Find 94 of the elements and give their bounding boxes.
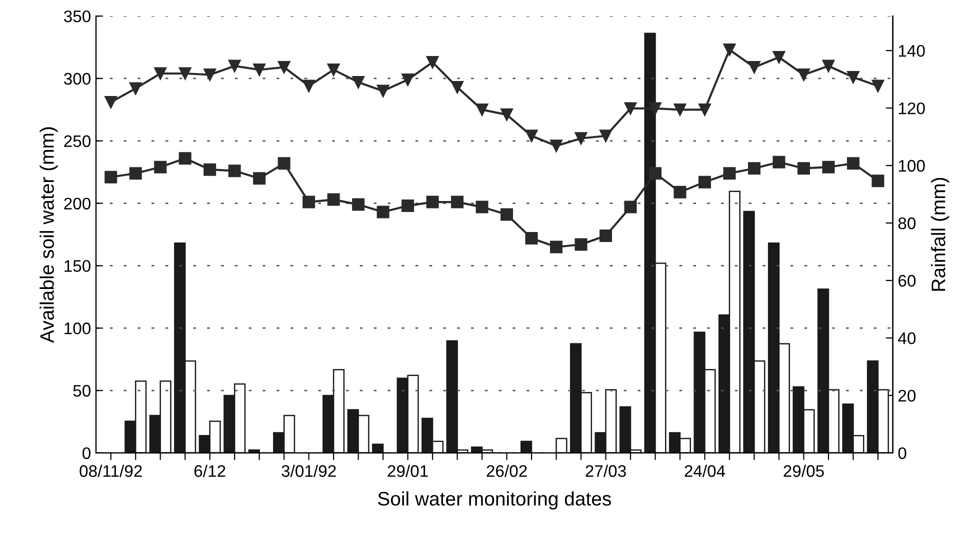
point [402, 200, 414, 212]
y2-tick-label: 60 [898, 274, 916, 287]
point [648, 167, 662, 180]
point [822, 60, 835, 72]
x-tick-label: 08/11/92 [80, 464, 142, 477]
y-tick-label: 100 [64, 322, 90, 334]
point [104, 96, 118, 108]
y-tick-label: 50 [73, 384, 90, 397]
point [872, 174, 884, 188]
point [797, 68, 810, 81]
x-tick-label: 6/12 [194, 464, 226, 477]
point [748, 61, 760, 74]
point [253, 172, 266, 185]
point [574, 238, 588, 251]
x-tick-label: 3/01/92 [282, 464, 336, 477]
point [674, 103, 686, 116]
point [327, 63, 340, 76]
point [278, 157, 290, 170]
y2-tick-label: 120 [898, 102, 925, 114]
point [376, 84, 390, 98]
y-tick-label: 350 [64, 10, 90, 22]
point [550, 140, 563, 152]
y2-tick-label: 100 [898, 160, 925, 172]
y2-tick-label: 20 [898, 390, 916, 402]
y-tick-label: 200 [64, 198, 90, 210]
point [500, 208, 514, 221]
point [104, 170, 118, 184]
point [648, 102, 662, 115]
point [204, 68, 216, 81]
point [846, 70, 860, 84]
y2-axis-title: Rainfall (mm) [931, 178, 950, 291]
bar [556, 438, 568, 453]
point [278, 61, 290, 74]
point [822, 160, 835, 174]
point [302, 80, 316, 92]
point [772, 51, 786, 64]
x-tick-label: 27/03 [586, 464, 626, 477]
point [748, 162, 760, 175]
point [723, 44, 736, 56]
point [723, 167, 736, 180]
bar [520, 440, 532, 453]
y2-tick-label: 40 [898, 332, 916, 344]
point [772, 156, 786, 168]
point [302, 196, 316, 208]
point [872, 80, 884, 92]
point [228, 164, 241, 178]
y2-tick-label: 80 [898, 217, 916, 230]
point [525, 130, 538, 142]
point [600, 230, 612, 242]
x-tick-label: 24/04 [684, 464, 726, 477]
point [624, 200, 637, 214]
x-tick-label: 29/05 [784, 464, 824, 477]
point [204, 163, 216, 176]
point [624, 102, 637, 115]
point [228, 60, 241, 72]
x-tick-label: 26/02 [486, 464, 527, 477]
point [698, 103, 711, 116]
point [129, 167, 142, 180]
y-axis-title: Available soil water (mm) [40, 127, 58, 343]
point [476, 200, 488, 214]
point [698, 176, 711, 188]
y2-tick-label: 0 [898, 447, 906, 460]
point [426, 56, 439, 69]
point [550, 240, 563, 254]
point [451, 196, 464, 208]
y2-tick-label: 140 [898, 44, 925, 57]
point [154, 160, 167, 174]
x-axis-title: Soil water monitoring dates [378, 491, 611, 510]
point [178, 67, 192, 80]
y-tick-label: 300 [64, 72, 90, 85]
point [327, 193, 340, 206]
x-tick-label: 29/01 [388, 464, 428, 477]
y-tick-label: 250 [64, 135, 90, 148]
point [574, 132, 588, 145]
y-tick-label: 0 [82, 447, 90, 460]
point [402, 73, 414, 86]
point [352, 198, 365, 211]
point [600, 130, 612, 142]
point [253, 63, 266, 76]
point [500, 108, 514, 121]
point [797, 162, 810, 175]
point [476, 103, 488, 116]
point [129, 82, 142, 95]
point [352, 76, 365, 88]
y-tick-label: 150 [64, 260, 90, 272]
point [525, 232, 538, 244]
point [426, 196, 439, 208]
point [674, 186, 686, 198]
point [846, 157, 860, 170]
point [451, 80, 464, 94]
point [376, 206, 390, 218]
point [154, 67, 167, 80]
point [178, 152, 192, 165]
bar [372, 444, 384, 453]
